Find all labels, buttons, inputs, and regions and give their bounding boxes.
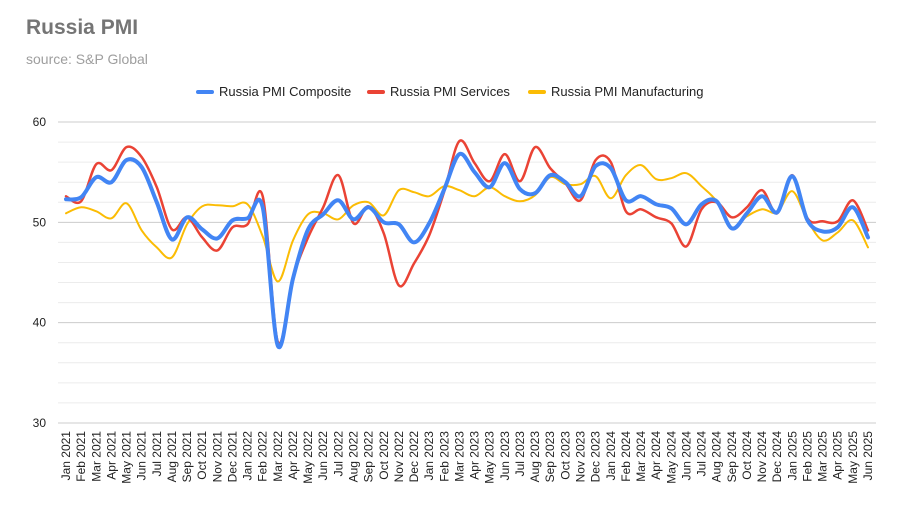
x-tick-label: Jun 2022 [316, 431, 330, 481]
x-tick-label: Dec 2024 [770, 431, 784, 483]
x-tick-label: Jul 2022 [331, 431, 345, 477]
x-tick-label: Aug 2021 [165, 431, 179, 483]
x-tick-label: May 2022 [301, 431, 315, 484]
x-tick-label: Sep 2024 [725, 431, 739, 483]
x-tick-label: Apr 2025 [831, 431, 845, 480]
x-tick-label: Feb 2021 [74, 431, 88, 482]
x-tick-label: Sep 2022 [362, 431, 376, 483]
x-tick-label: Jun 2025 [861, 431, 875, 481]
x-tick-label: Apr 2024 [649, 431, 663, 480]
x-tick-label: May 2025 [846, 431, 860, 484]
x-tick-label: Nov 2021 [210, 431, 224, 483]
x-tick-label: Aug 2024 [710, 431, 724, 483]
x-tick-label: Jul 2024 [695, 431, 709, 477]
legend-label: Russia PMI Manufacturing [551, 84, 703, 99]
x-tick-label: Nov 2024 [755, 431, 769, 483]
x-tick-label: Aug 2023 [528, 431, 542, 483]
x-tick-label: Mar 2024 [634, 431, 648, 482]
y-tick-label: 50 [33, 215, 47, 229]
x-tick-label: Sep 2021 [180, 431, 194, 483]
x-tick-label: Dec 2021 [225, 431, 239, 483]
legend-label: Russia PMI Composite [219, 84, 351, 99]
x-tick-label: Oct 2021 [195, 431, 209, 480]
x-tick-label: Mar 2023 [452, 431, 466, 482]
series-line-russia-pmi-services [64, 139, 870, 345]
x-tick-label: Mar 2022 [271, 431, 285, 482]
x-tick-label: Nov 2022 [392, 431, 406, 483]
chart-title: Russia PMI [26, 16, 139, 39]
x-tick-label: Apr 2021 [104, 431, 118, 480]
legend-label: Russia PMI Services [390, 84, 510, 99]
x-tick-label: Jun 2021 [135, 431, 149, 481]
x-tick-label: May 2021 [120, 431, 134, 484]
x-tick-label: Jan 2024 [604, 431, 618, 481]
x-tick-label: Nov 2023 [573, 431, 587, 483]
x-tick-label: Aug 2022 [347, 431, 361, 483]
x-tick-label: Feb 2025 [800, 431, 814, 482]
y-tick-label: 40 [33, 316, 47, 330]
x-tick-label: Jan 2021 [59, 431, 73, 481]
series-line-russia-pmi-composite [64, 151, 870, 350]
x-tick-label: Sep 2023 [543, 431, 557, 483]
x-tick-label: May 2024 [664, 431, 678, 484]
x-tick-label: Jan 2023 [422, 431, 436, 481]
x-tick-label: Jul 2021 [150, 431, 164, 477]
y-tick-label: 60 [33, 115, 47, 129]
x-tick-label: Feb 2022 [256, 431, 270, 482]
x-tick-label: Dec 2023 [589, 431, 603, 483]
x-tick-label: Apr 2023 [468, 431, 482, 480]
x-tick-label: Jul 2023 [513, 431, 527, 477]
y-tick-label: 30 [33, 416, 47, 430]
chart-subtitle: source: S&P Global [26, 51, 148, 67]
x-tick-label: Mar 2025 [816, 431, 830, 482]
x-tick-label: Oct 2023 [558, 431, 572, 480]
x-tick-label: Feb 2023 [437, 431, 451, 482]
x-tick-label: Jun 2024 [679, 431, 693, 481]
x-tick-label: May 2023 [483, 431, 497, 484]
x-tick-label: Feb 2024 [619, 431, 633, 482]
x-tick-label: Oct 2022 [377, 431, 391, 480]
x-tick-label: Mar 2021 [89, 431, 103, 482]
x-tick-label: Apr 2022 [286, 431, 300, 480]
x-tick-label: Jan 2025 [785, 431, 799, 481]
x-tick-label: Jun 2023 [498, 431, 512, 481]
x-tick-label: Dec 2022 [407, 431, 421, 483]
x-tick-label: Jan 2022 [241, 431, 255, 481]
x-tick-label: Oct 2024 [740, 431, 754, 480]
